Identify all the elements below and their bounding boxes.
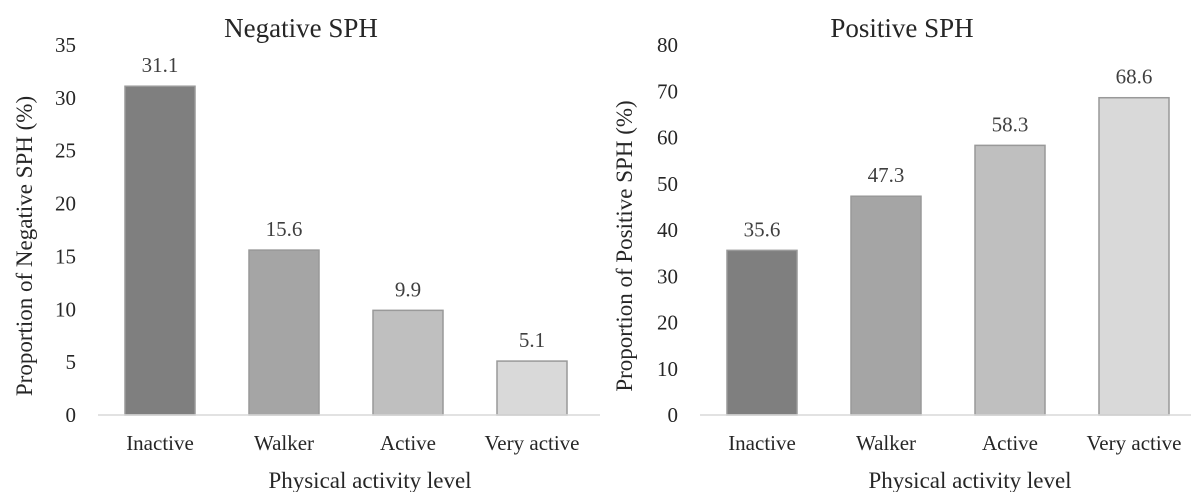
y-tick-label: 40 (657, 218, 678, 242)
y-axis-ticks: 0 10 20 30 40 50 60 70 80 (657, 33, 678, 427)
bar-very-active (496, 360, 568, 416)
data-label: 5.1 (519, 328, 545, 352)
y-tick-label: 20 (55, 192, 76, 216)
data-label: 68.6 (1116, 65, 1153, 89)
bar-inactive (726, 249, 798, 416)
bar-inactive (124, 85, 196, 416)
category-label: Very active (1086, 431, 1181, 455)
data-label: 31.1 (142, 53, 179, 77)
y-tick-label: 15 (55, 244, 76, 268)
bar-active (372, 309, 444, 416)
y-tick-label: 0 (66, 403, 77, 427)
y-tick-label: 70 (657, 79, 678, 103)
x-axis-title: Physical activity level (868, 468, 1071, 492)
category-label: Walker (856, 431, 916, 455)
category-label: Walker (254, 431, 314, 455)
data-labels: 31.1 15.6 9.9 5.1 (142, 53, 546, 352)
data-label: 9.9 (395, 277, 421, 301)
category-label: Active (982, 431, 1038, 455)
category-label: Inactive (126, 431, 194, 455)
category-labels: Inactive Walker Active Very active (728, 431, 1181, 455)
chart-title: Positive SPH (830, 13, 973, 43)
category-label: Inactive (728, 431, 796, 455)
y-tick-label: 60 (657, 126, 678, 150)
y-tick-label: 30 (55, 86, 76, 110)
negative-sph-chart: Negative SPH Proportion of Negative SPH … (12, 13, 600, 492)
bar-active (974, 144, 1046, 416)
data-labels: 35.6 47.3 58.3 68.6 (744, 65, 1153, 242)
category-label: Very active (484, 431, 579, 455)
y-tick-label: 0 (668, 403, 679, 427)
positive-sph-chart: Positive SPH Proportion of Positive SPH … (612, 13, 1191, 492)
category-label: Active (380, 431, 436, 455)
bars (124, 85, 568, 416)
data-label: 47.3 (868, 163, 905, 187)
data-label: 35.6 (744, 217, 781, 241)
y-tick-label: 20 (657, 311, 678, 335)
bar-very-active (1098, 96, 1170, 416)
y-axis-title: Proportion of Negative SPH (%) (12, 96, 37, 396)
y-tick-label: 80 (657, 33, 678, 57)
y-axis-title: Proportion of Positive SPH (%) (612, 100, 637, 391)
data-label: 58.3 (992, 112, 1029, 136)
y-tick-label: 30 (657, 264, 678, 288)
data-label: 15.6 (266, 217, 303, 241)
y-tick-label: 10 (55, 297, 76, 321)
y-axis-ticks: 0 5 10 15 20 25 30 35 (55, 33, 76, 427)
y-tick-label: 10 (657, 357, 678, 381)
bar-walker (850, 195, 922, 416)
y-tick-label: 35 (55, 33, 76, 57)
y-tick-label: 25 (55, 139, 76, 163)
x-axis-title: Physical activity level (268, 468, 471, 492)
chart-title: Negative SPH (224, 13, 378, 43)
y-tick-label: 50 (657, 172, 678, 196)
category-labels: Inactive Walker Active Very active (126, 431, 579, 455)
bar-walker (248, 249, 320, 416)
bars (726, 96, 1170, 416)
y-tick-label: 5 (66, 350, 77, 374)
